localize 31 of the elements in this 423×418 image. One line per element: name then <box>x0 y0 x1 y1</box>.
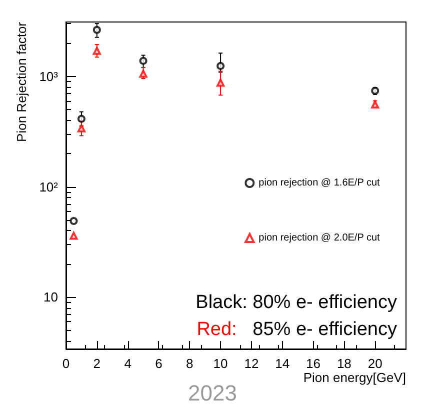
x-tick-label: 14 <box>275 356 290 371</box>
x-axis-title: Pion energy[GeV] <box>303 370 406 385</box>
x-tick-label: 10 <box>213 356 228 371</box>
y-tick-label: 10 <box>44 290 58 305</box>
point <box>216 78 225 87</box>
point <box>216 62 225 70</box>
x-tick-label: 18 <box>336 356 352 371</box>
point <box>92 26 101 34</box>
x-tick-label: 12 <box>244 356 259 371</box>
x-tick-label: 2 <box>93 356 101 371</box>
annotation: Red: 85% e- efficiency <box>196 319 398 340</box>
y-tick-label: 10² <box>39 179 59 194</box>
legend-label: pion rejection @ 2.0E/P cut <box>258 232 380 244</box>
x-tick-label: 8 <box>186 356 194 371</box>
legend-label: pion rejection @ 1.6E/P cut <box>258 178 380 188</box>
point <box>77 124 86 132</box>
annotation: Black: 80% e- efficiency <box>196 292 398 313</box>
x-tick-label: 4 <box>124 356 132 371</box>
point <box>77 114 86 123</box>
x-tick-label: 16 <box>306 356 321 371</box>
point <box>139 70 148 78</box>
point <box>70 232 78 240</box>
y-axis-title: Pion Rejection factor <box>14 21 29 142</box>
x-tick-label: 20 <box>368 356 382 371</box>
x-tick-label: 0 <box>62 356 70 371</box>
text: 2023 <box>188 380 237 406</box>
point <box>92 46 101 55</box>
point <box>139 56 148 65</box>
y-tick-label: 10³ <box>39 68 59 84</box>
x-tick-label: 6 <box>155 356 162 371</box>
point <box>70 216 78 225</box>
